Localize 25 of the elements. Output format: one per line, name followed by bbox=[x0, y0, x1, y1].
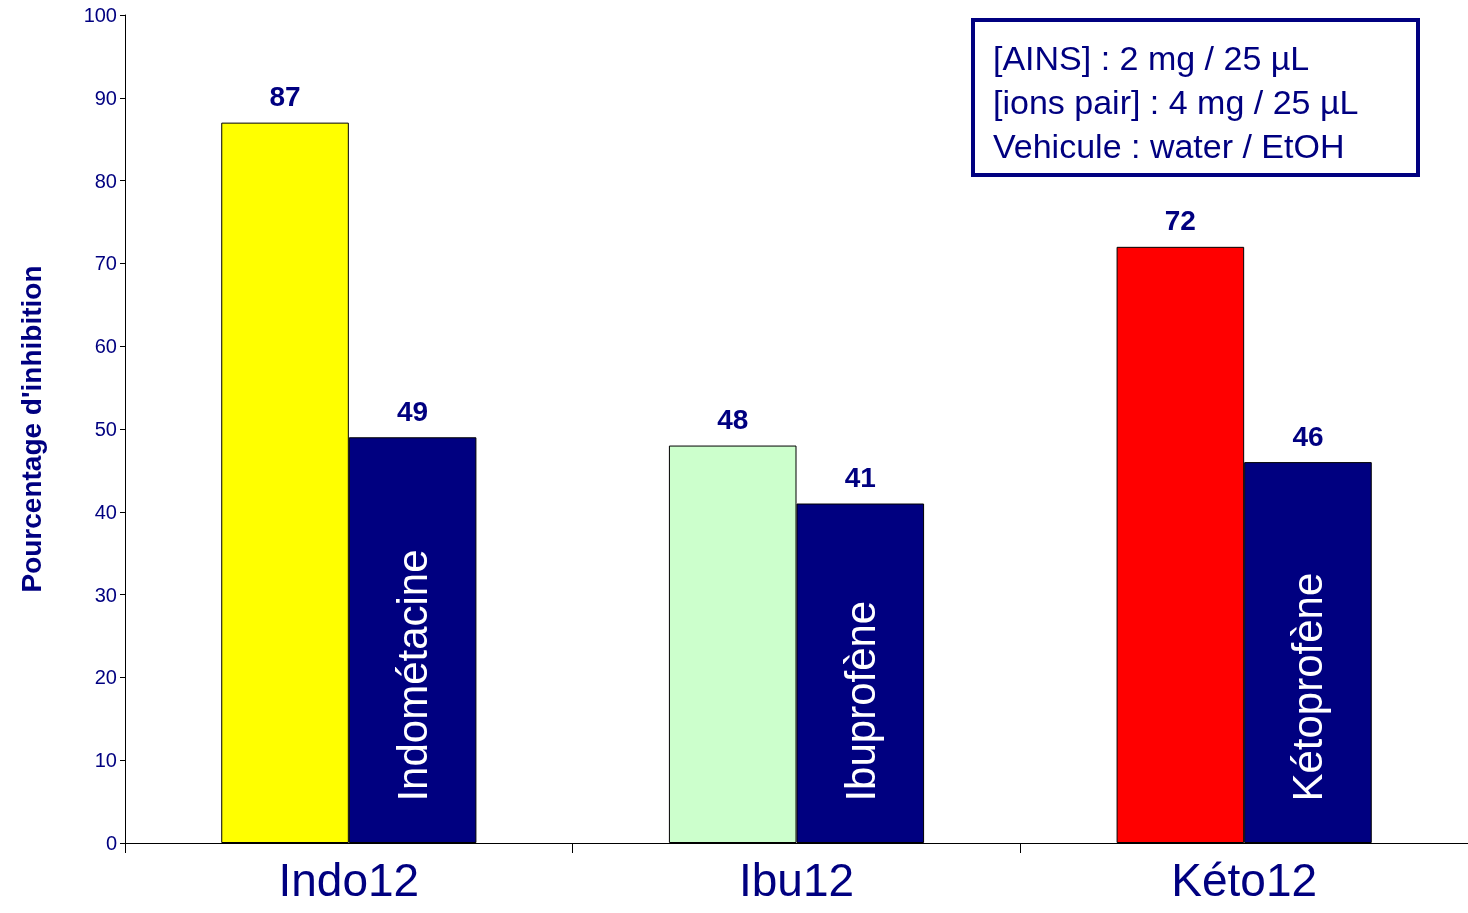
y-axis-title: Pourcentage d'inhibition bbox=[15, 265, 47, 593]
data-label: 87 bbox=[269, 81, 301, 113]
annotation: Indométacine bbox=[389, 549, 437, 802]
y-tick-label: 20 bbox=[94, 666, 117, 689]
y-tick-label: 100 bbox=[83, 4, 117, 26]
data-label: 46 bbox=[1292, 420, 1324, 452]
y-tick-label: 60 bbox=[94, 335, 117, 358]
y-tick-label: 50 bbox=[94, 418, 117, 440]
data-label: 49 bbox=[397, 395, 429, 427]
y-tick-label: 40 bbox=[94, 500, 117, 523]
x-tick-label: Kéto12 bbox=[1171, 854, 1318, 906]
y-tick-label: 80 bbox=[94, 169, 117, 192]
annotation: Ibuprofène bbox=[836, 600, 884, 802]
data-label: 48 bbox=[717, 404, 749, 436]
y-tick-label: 0 bbox=[105, 832, 117, 854]
x-tick-label: Ibu12 bbox=[738, 854, 855, 906]
x-tick-label: Indo12 bbox=[278, 854, 420, 906]
annotation: Kétoprofène bbox=[1284, 572, 1332, 802]
annotation: [AINS] : 2 mg / 25 µL [ions pair] : 4 mg / 25 µL Vehicule : water / EtOH bbox=[993, 39, 1359, 165]
y-tick-label: 30 bbox=[94, 583, 117, 606]
data-label: 41 bbox=[844, 462, 876, 494]
data-label: 72 bbox=[1164, 205, 1196, 237]
y-tick-label: 10 bbox=[94, 749, 117, 772]
y-tick-label: 70 bbox=[94, 252, 117, 275]
y-tick-label: 90 bbox=[94, 86, 117, 109]
